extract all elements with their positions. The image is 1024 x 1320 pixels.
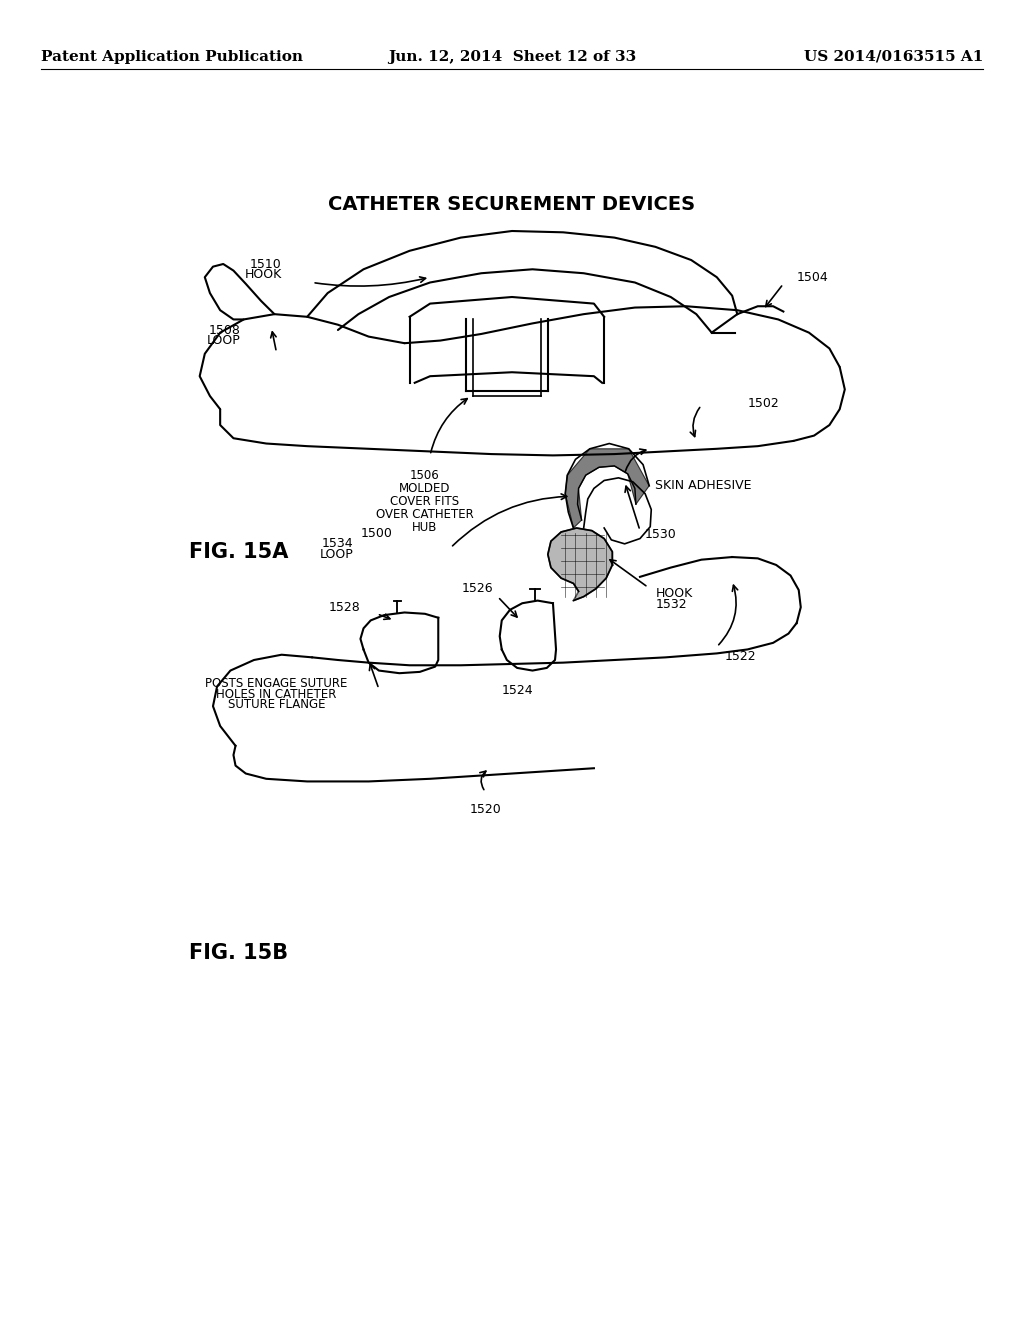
Text: HOOK: HOOK <box>245 268 282 281</box>
Text: MOLDED: MOLDED <box>399 482 451 495</box>
Text: 1532: 1532 <box>655 598 687 611</box>
Text: 1510: 1510 <box>250 257 282 271</box>
Text: 1522: 1522 <box>725 649 757 663</box>
Text: US 2014/0163515 A1: US 2014/0163515 A1 <box>804 50 983 63</box>
Text: 1534: 1534 <box>322 537 353 550</box>
Text: SUTURE FLANGE: SUTURE FLANGE <box>227 698 326 711</box>
Text: Jun. 12, 2014  Sheet 12 of 33: Jun. 12, 2014 Sheet 12 of 33 <box>388 50 636 63</box>
Text: 1530: 1530 <box>645 528 677 541</box>
Polygon shape <box>565 449 649 528</box>
Text: 1508: 1508 <box>209 323 241 337</box>
Text: 1504: 1504 <box>797 271 828 284</box>
Text: SKIN ADHESIVE: SKIN ADHESIVE <box>655 479 752 492</box>
Text: CATHETER SECUREMENT DEVICES: CATHETER SECUREMENT DEVICES <box>329 195 695 214</box>
Polygon shape <box>548 528 612 601</box>
Text: COVER FITS: COVER FITS <box>390 495 460 508</box>
Text: FIG. 15B: FIG. 15B <box>189 942 289 964</box>
Text: 1500: 1500 <box>360 527 393 540</box>
Text: FIG. 15A: FIG. 15A <box>189 541 289 562</box>
Text: 1528: 1528 <box>329 601 360 614</box>
Text: HOOK: HOOK <box>655 587 692 601</box>
Text: HUB: HUB <box>413 521 437 535</box>
Text: 1526: 1526 <box>462 582 494 595</box>
Text: 1524: 1524 <box>502 684 534 697</box>
Text: 1502: 1502 <box>748 397 779 411</box>
Text: LOOP: LOOP <box>319 548 353 561</box>
Text: POSTS ENGAGE SUTURE: POSTS ENGAGE SUTURE <box>205 677 348 690</box>
Text: OVER CATHETER: OVER CATHETER <box>376 508 474 521</box>
Text: 1520: 1520 <box>469 803 502 816</box>
Text: HOLES IN CATHETER: HOLES IN CATHETER <box>216 688 337 701</box>
Text: 1506: 1506 <box>410 469 440 482</box>
Text: Patent Application Publication: Patent Application Publication <box>41 50 303 63</box>
Text: LOOP: LOOP <box>207 334 241 347</box>
